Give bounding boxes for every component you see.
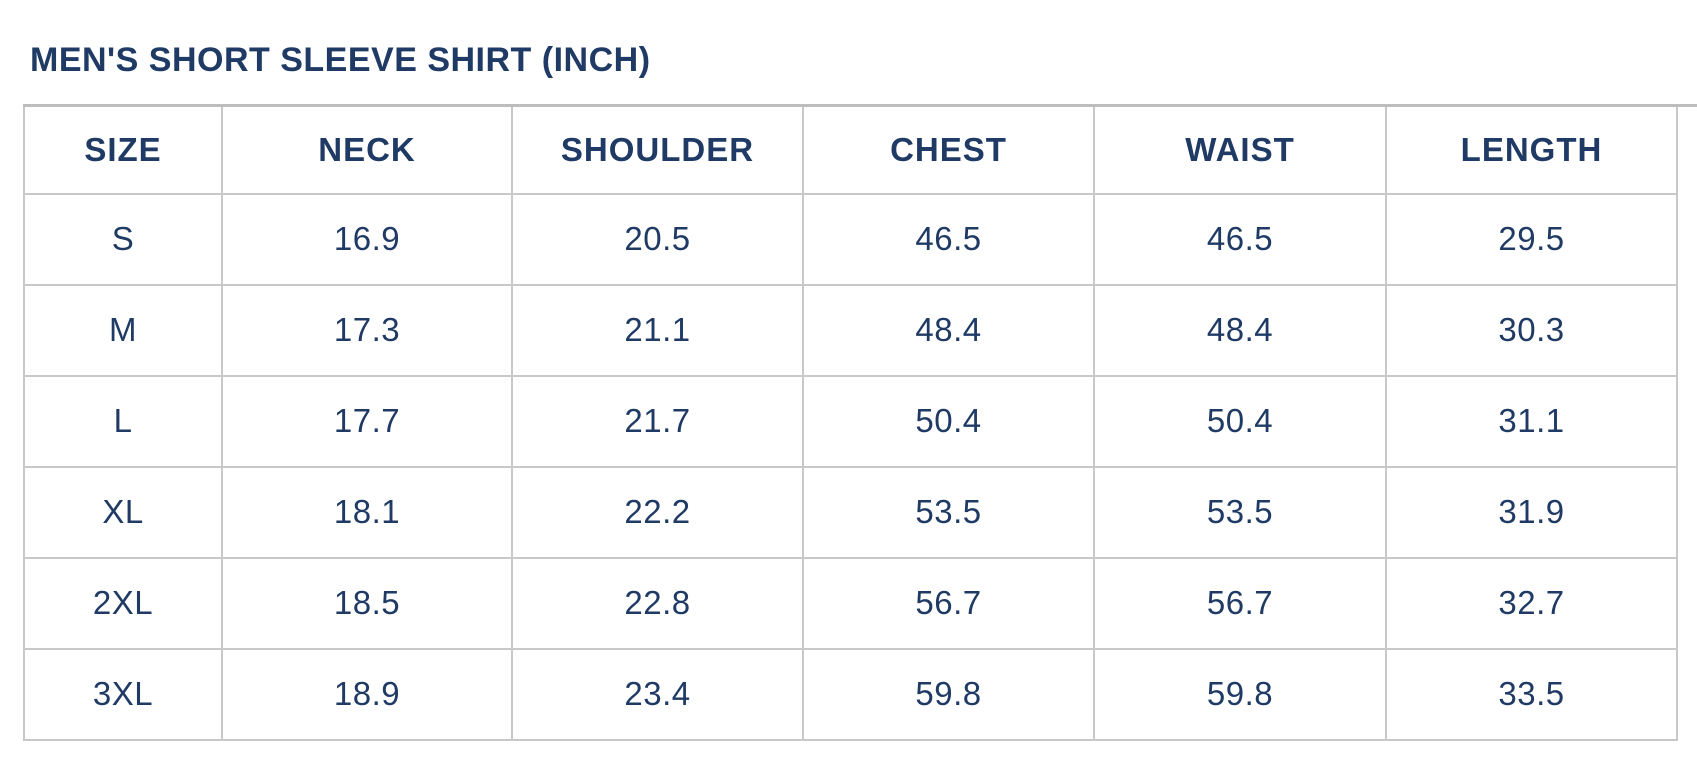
neck-value: 16.9 <box>221 192 513 286</box>
neck-value: 18.5 <box>221 556 513 650</box>
table-body: S 16.9 20.5 46.5 46.5 29.5 M 17.3 21.1 4… <box>23 192 1678 741</box>
table-row-m: M 17.3 21.1 48.4 48.4 30.3 <box>23 283 1678 377</box>
column-header-shoulder: SHOULDER <box>511 104 804 195</box>
waist-value: 48.4 <box>1093 283 1387 377</box>
length-value: 30.3 <box>1385 283 1678 377</box>
table-row-2xl: 2XL 18.5 22.8 56.7 56.7 32.7 <box>23 556 1678 650</box>
chest-value: 50.4 <box>802 374 1095 468</box>
neck-value: 17.7 <box>221 374 513 468</box>
length-value: 31.1 <box>1385 374 1678 468</box>
shoulder-value: 21.1 <box>511 283 804 377</box>
shoulder-value: 22.8 <box>511 556 804 650</box>
table-top-border-extension <box>1675 104 1697 107</box>
table-row-3xl: 3XL 18.9 23.4 59.8 59.8 33.5 <box>23 647 1678 741</box>
size-label: M <box>23 283 223 377</box>
shoulder-value: 20.5 <box>511 192 804 286</box>
table-row-s: S 16.9 20.5 46.5 46.5 29.5 <box>23 192 1678 286</box>
column-header-waist: WAIST <box>1093 104 1387 195</box>
column-header-neck: NECK <box>221 104 513 195</box>
header-row: SIZE NECK SHOULDER CHEST WAIST LENGTH <box>23 104 1678 195</box>
column-header-size: SIZE <box>23 104 223 195</box>
chest-value: 56.7 <box>802 556 1095 650</box>
table-row-xl: XL 18.1 22.2 53.5 53.5 31.9 <box>23 465 1678 559</box>
chest-value: 59.8 <box>802 647 1095 741</box>
waist-value: 53.5 <box>1093 465 1387 559</box>
size-label: L <box>23 374 223 468</box>
neck-value: 18.9 <box>221 647 513 741</box>
column-header-chest: CHEST <box>802 104 1095 195</box>
chest-value: 48.4 <box>802 283 1095 377</box>
length-value: 31.9 <box>1385 465 1678 559</box>
size-label: 3XL <box>23 647 223 741</box>
shoulder-value: 21.7 <box>511 374 804 468</box>
column-header-length: LENGTH <box>1385 104 1678 195</box>
neck-value: 17.3 <box>221 283 513 377</box>
page-title: MEN'S SHORT SLEEVE SHIRT (INCH) <box>30 41 651 79</box>
size-label: 2XL <box>23 556 223 650</box>
length-value: 32.7 <box>1385 556 1678 650</box>
waist-value: 50.4 <box>1093 374 1387 468</box>
shoulder-value: 22.2 <box>511 465 804 559</box>
neck-value: 18.1 <box>221 465 513 559</box>
shoulder-value: 23.4 <box>511 647 804 741</box>
table-row-l: L 17.7 21.7 50.4 50.4 31.1 <box>23 374 1678 468</box>
chest-value: 46.5 <box>802 192 1095 286</box>
size-label: S <box>23 192 223 286</box>
waist-value: 46.5 <box>1093 192 1387 286</box>
size-chart-table: SIZE NECK SHOULDER CHEST WAIST LENGTH S … <box>23 104 1678 741</box>
length-value: 33.5 <box>1385 647 1678 741</box>
table-header: SIZE NECK SHOULDER CHEST WAIST LENGTH <box>23 104 1678 195</box>
size-label: XL <box>23 465 223 559</box>
chest-value: 53.5 <box>802 465 1095 559</box>
waist-value: 59.8 <box>1093 647 1387 741</box>
length-value: 29.5 <box>1385 192 1678 286</box>
waist-value: 56.7 <box>1093 556 1387 650</box>
